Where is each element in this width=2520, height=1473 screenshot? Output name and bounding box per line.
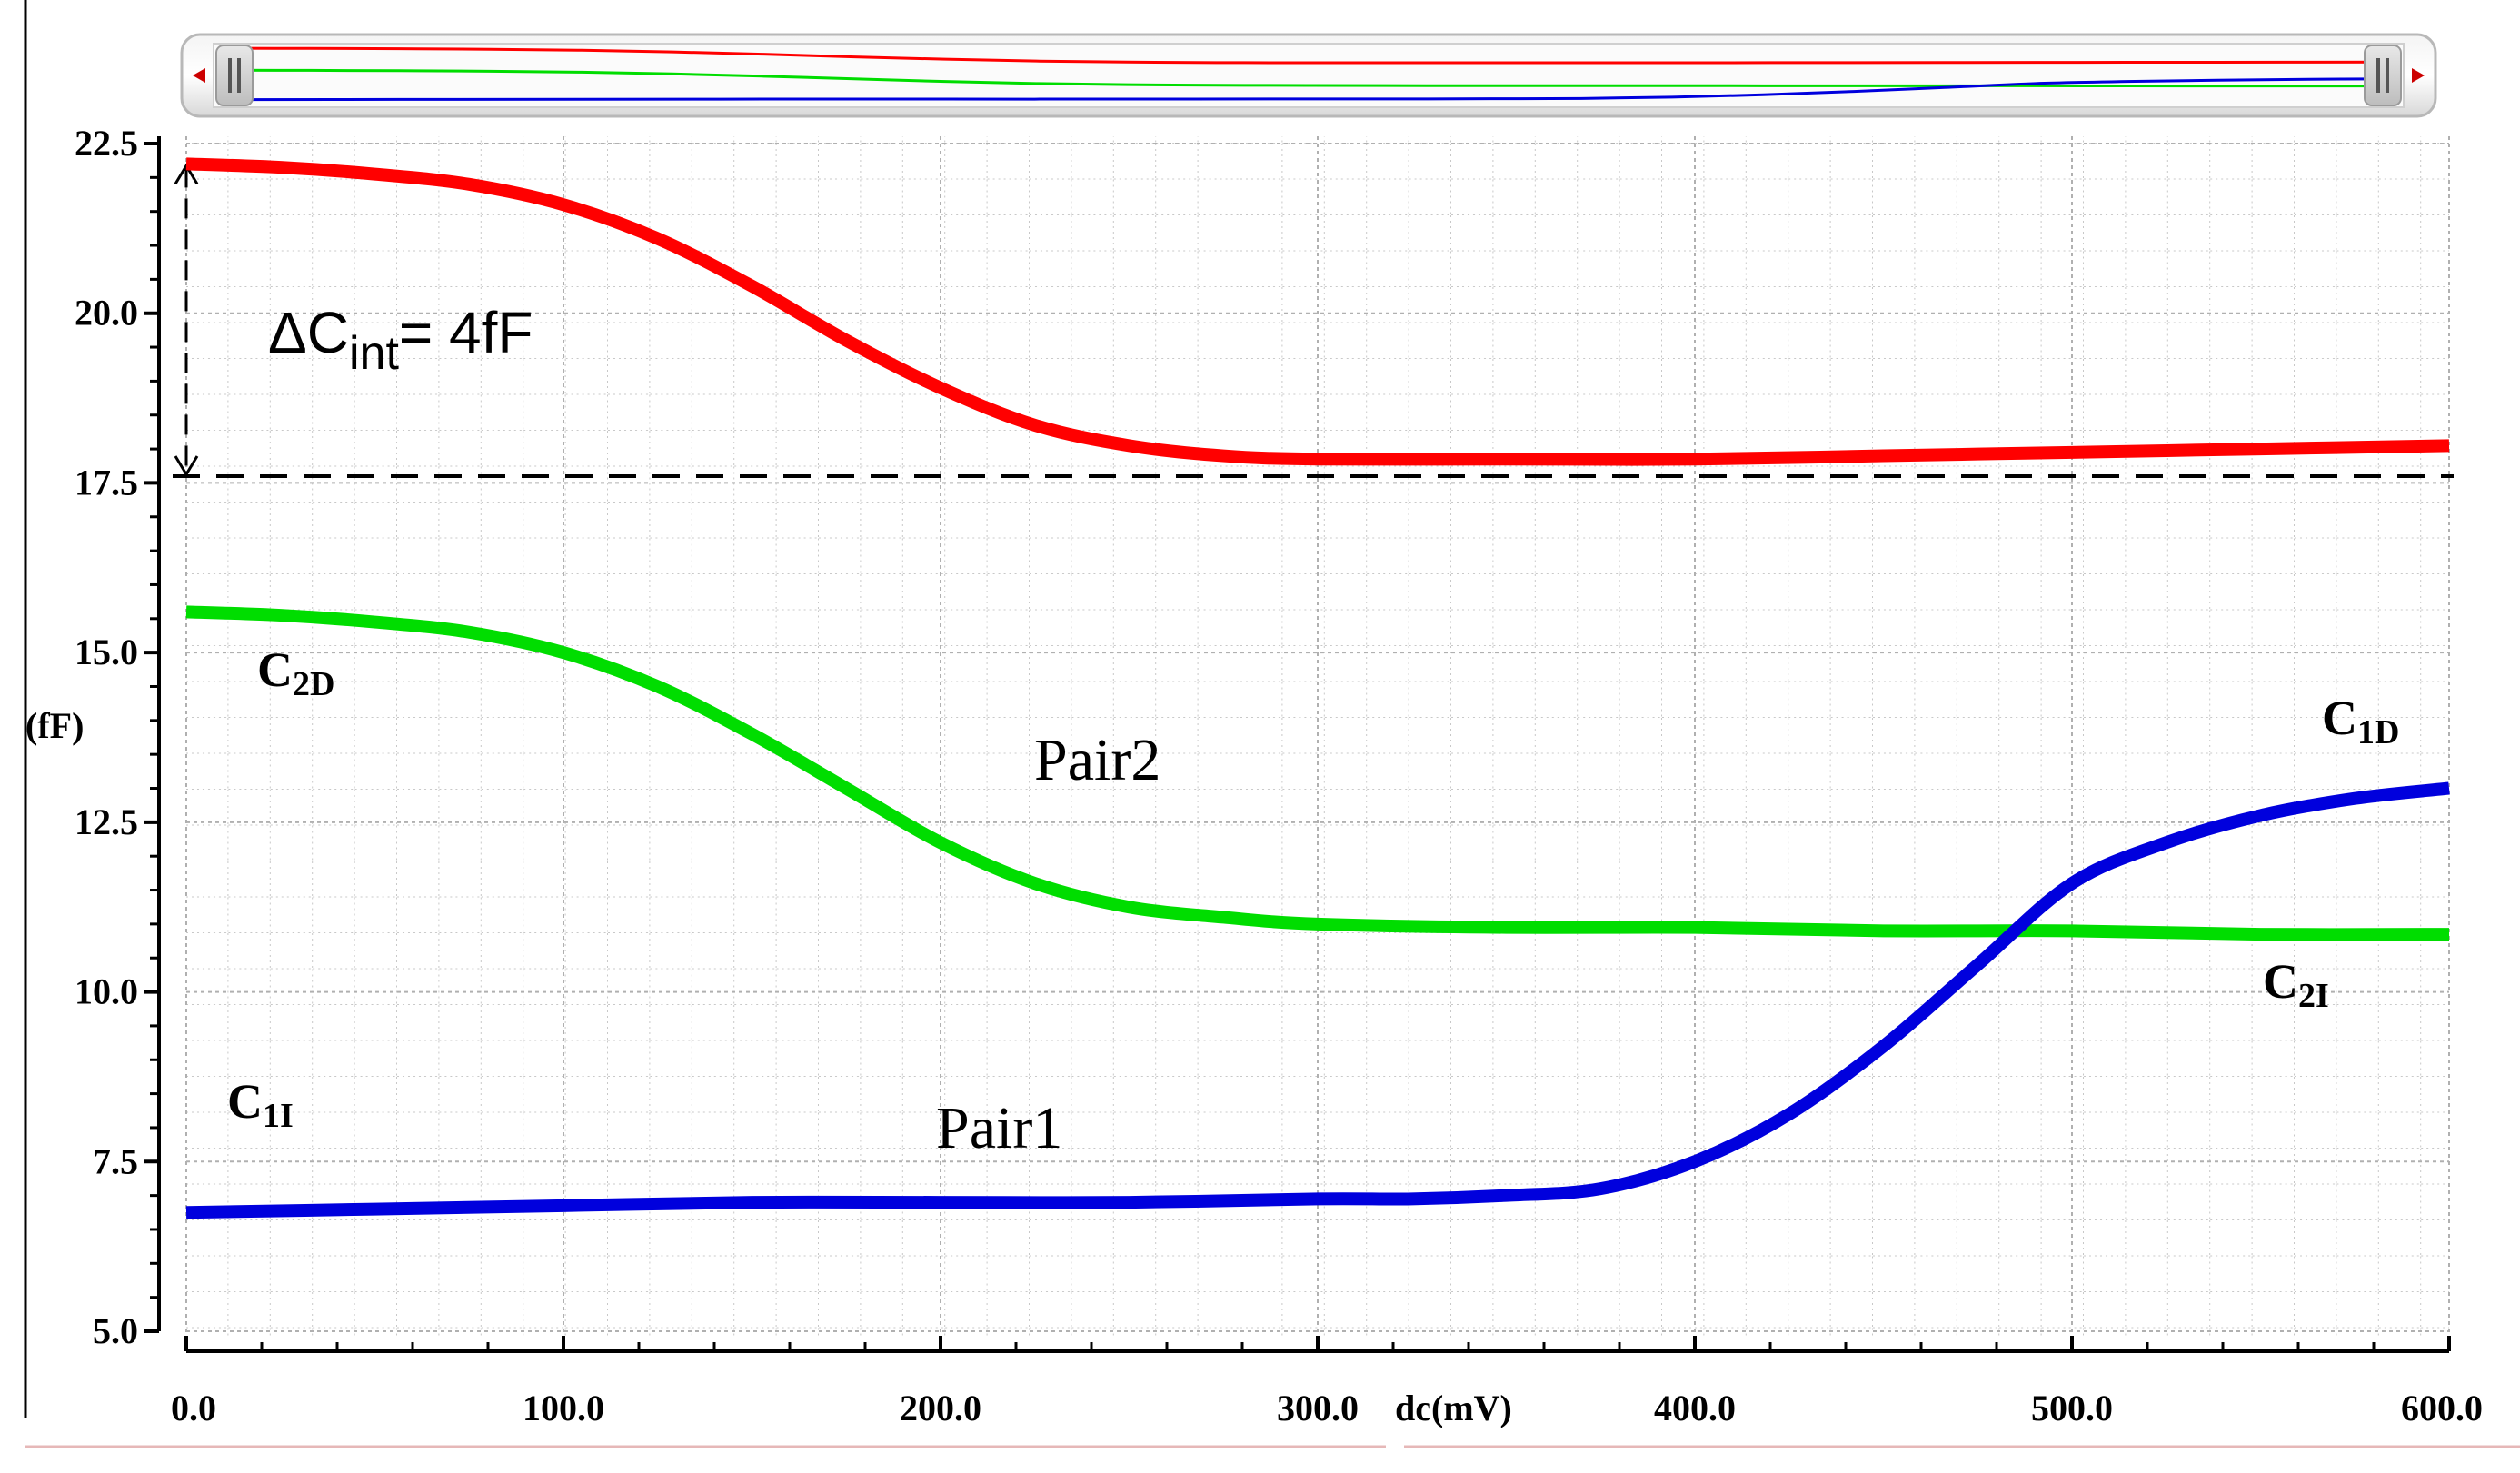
y-tick-label: 5.0 xyxy=(93,1310,138,1351)
pair2-label: Pair2 xyxy=(1034,727,1160,793)
c1i-label: C1I xyxy=(227,1074,294,1135)
series-group xyxy=(185,157,2450,1219)
right-handle-grip-icon xyxy=(2376,58,2389,93)
y-tick-label: 20.0 xyxy=(75,293,138,333)
overview-bar[interactable] xyxy=(180,33,2437,118)
c2i-sub: 2I xyxy=(2298,977,2329,1015)
c1d-main: C xyxy=(2322,691,2357,745)
y-ticks: 5.0 7.5 10.0 12.5 15.0 17.5 20.0 22.5 xyxy=(75,123,159,1351)
c1d-label: C1D xyxy=(2322,691,2399,751)
y-tick-label: 17.5 xyxy=(75,462,138,503)
x-axis-label: dc(mV) xyxy=(1395,1388,1512,1428)
delta-cint-sub: int xyxy=(349,327,399,380)
overview-right-handle[interactable] xyxy=(2364,45,2402,106)
major-grid xyxy=(185,136,2450,1336)
left-handle-grip-icon xyxy=(228,58,241,93)
series-line-green xyxy=(185,605,2450,941)
overview-line-blue xyxy=(217,77,2400,102)
axes: 0.0 100.0 200.0 300.0 400.0 500.0 600.0 5.0 7.5… xyxy=(75,123,2483,1428)
c2i-main: C xyxy=(2263,954,2298,1009)
x-ticks: 0.0 100.0 200.0 300.0 400.0 500.0 600.0 xyxy=(171,1336,2483,1428)
y-tick-label: 12.5 xyxy=(75,801,138,842)
y-tick-label: 10.0 xyxy=(75,971,138,1012)
arrow-down-icon xyxy=(174,455,199,477)
x-tick-label: 600.0 xyxy=(2401,1388,2483,1428)
c1d-sub: 1D xyxy=(2357,713,2399,751)
x-tick-label: 100.0 xyxy=(523,1388,604,1428)
c2d-label: C2D xyxy=(257,642,334,703)
x-tick-label: 400.0 xyxy=(1654,1388,1736,1428)
c2d-main: C xyxy=(257,642,293,697)
scroll-right-arrow-icon[interactable] xyxy=(2412,68,2425,83)
y-tick-label: 15.0 xyxy=(75,632,138,672)
pair1-label: Pair1 xyxy=(936,1095,1062,1161)
overview-window[interactable] xyxy=(213,43,2405,108)
delta-cint-label: ΔCint= 4fF xyxy=(268,300,533,380)
overview-line-red xyxy=(217,46,2400,65)
y-tick-label: 7.5 xyxy=(93,1140,138,1181)
delta-cint-suffix: = 4fF xyxy=(399,300,533,365)
c1i-sub: 1I xyxy=(263,1097,294,1135)
series-line-red xyxy=(185,157,2450,466)
x-tick-label: 0.0 xyxy=(171,1388,216,1428)
delta-cint-prefix: ΔC xyxy=(268,300,349,365)
scroll-left-arrow-icon[interactable] xyxy=(193,68,205,83)
c2i-label: C2I xyxy=(2263,954,2329,1015)
c2d-sub: 2D xyxy=(293,665,334,703)
series-line-blue xyxy=(185,781,2450,1219)
overview-line-green xyxy=(217,68,2400,88)
y-tick-label: 22.5 xyxy=(75,123,138,164)
y-axis-label: (fF) xyxy=(25,705,84,746)
c1i-main: C xyxy=(227,1074,263,1129)
x-tick-label: 300.0 xyxy=(1277,1388,1359,1428)
overview-lines xyxy=(217,46,2400,102)
x-tick-label: 500.0 xyxy=(2031,1388,2113,1428)
x-tick-label: 200.0 xyxy=(900,1388,981,1428)
overview-left-handle[interactable] xyxy=(215,45,254,106)
